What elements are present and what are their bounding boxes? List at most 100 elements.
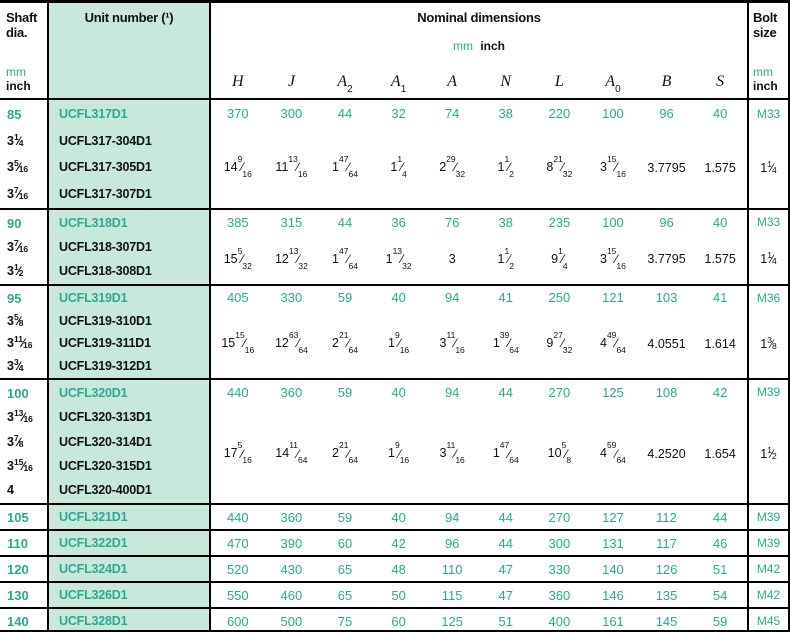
mm-value: 300 — [548, 535, 571, 551]
mm-value: 32 — [391, 106, 406, 121]
shaft-dia-inch-value: 3 13 ⁄ 16 — [7, 408, 33, 425]
shaft-dia-inch-value: 3 5 ⁄ 8 — [7, 311, 24, 328]
shaft-dia-cell: 95 3 5 ⁄ 8 3 11 ⁄ 16 3 3 ⁄ 4 — [0, 286, 47, 378]
shaft-dia-mm-value: 100 — [7, 385, 29, 401]
mm-value: 110 — [441, 561, 463, 577]
inch-value: 311⁄16 — [439, 330, 465, 355]
bolt-size-mm-value: M39 — [747, 531, 788, 555]
mm-value: 47 — [498, 587, 513, 603]
inch-value: 1213⁄32 — [274, 246, 308, 271]
mm-value: 42 — [391, 535, 406, 551]
inch-value: 311⁄16 — [439, 440, 465, 466]
mm-value: 100 — [602, 214, 624, 230]
inch-value: 3.7795 — [647, 252, 686, 267]
shaft-dia-mm-value: 120 — [7, 561, 29, 577]
shaft-mm-label: mm — [6, 65, 26, 79]
table-block-row: 90 3 7 ⁄ 16 3 1 ⁄ 2 UCFL318D1 UCFL318-307D1 UCFL318… — [0, 208, 788, 284]
mm-value: 430 — [280, 561, 303, 577]
shaft-dia-cell: 85 3 1 ⁄ 4 3 5 ⁄ 16 3 7 ⁄ 16 — [0, 100, 47, 208]
mm-value: 44 — [498, 535, 513, 551]
mm-value: 59 — [337, 384, 353, 400]
col-letter-A: A — [447, 72, 458, 90]
shaft-dia-inch-value: 4 — [7, 482, 14, 497]
mm-value: 250 — [548, 290, 571, 305]
mm-value: 220 — [548, 106, 571, 121]
mm-value: 40 — [712, 106, 728, 121]
inch-value: 147⁄64 — [332, 154, 358, 179]
mm-value: 59 — [337, 509, 353, 525]
inch-value: 221⁄64 — [332, 440, 358, 466]
dims-mm-label: mm — [452, 39, 473, 53]
unit-number-cell: UCFL317D1 UCFL317-304D1 UCFL317-305D1 UCFL3… — [47, 100, 211, 208]
mm-value: 51 — [498, 613, 513, 629]
table-row: 105 UCFL321D1 440 360 59 40 94 44 270 127 112 44 M39 — [0, 503, 788, 529]
mm-values-row: 385 315 44 36 76 38 235 100 96 40 — [211, 210, 747, 235]
mm-value: 370 — [226, 106, 249, 121]
mm-value: 46 — [712, 535, 728, 551]
mm-value: 330 — [280, 290, 303, 305]
unit-number-primary: UCFL321D1 — [47, 505, 211, 529]
mm-values-row: 405 330 59 40 94 41 250 121 103 41 — [211, 286, 747, 309]
unit-number: UCFL319-311D1 — [59, 336, 151, 351]
inch-value: 105⁄8 — [547, 440, 572, 466]
table-row: 110 UCFL322D1 470 390 60 42 96 44 300 131 117 46 M39 — [0, 529, 788, 555]
inch-value: 11⁄2 — [497, 246, 514, 271]
inch-value: 4.0551 — [647, 336, 686, 351]
inch-value: 449⁄64 — [600, 330, 626, 355]
shaft-dia-mm-value: 110 — [7, 535, 28, 551]
bolt-size-mm-value: M45 — [747, 609, 788, 630]
mm-value: 390 — [280, 535, 303, 551]
shaft-dia-inch-value: 3 5 ⁄ 16 — [7, 158, 29, 175]
mm-value: 50 — [391, 587, 406, 603]
inch-value: 149⁄16 — [223, 154, 252, 179]
inch-value: 147⁄64 — [332, 246, 358, 271]
bolt-size-mm-value: M36 — [756, 290, 781, 305]
unit-number: UCFL320-313D1 — [59, 410, 152, 425]
col-letter-N: N — [500, 72, 512, 90]
shaft-dia-inch-value: 3 11 ⁄ 16 — [7, 334, 33, 351]
nominal-dimensions-header-cell: Nominal dimensions mm inch H J A2 A1 A N L A0 B S — [211, 3, 747, 98]
unit-number: UCFL319-312D1 — [59, 358, 152, 373]
inch-value: 1113⁄16 — [275, 154, 308, 179]
unit-number-title: Unit number (¹) — [84, 10, 174, 25]
inch-value: 1.654 — [704, 446, 736, 461]
mm-value: 270 — [548, 384, 571, 400]
mm-value: 76 — [444, 214, 460, 230]
unit-number: UCFL318-307D1 — [59, 240, 152, 254]
mm-value: 161 — [602, 613, 624, 629]
unit-number-primary: UCFL319D1 — [59, 291, 128, 306]
bolt-size-inch-value: 1 1 ⁄ 2 — [760, 444, 777, 461]
dims-inch-label: inch — [480, 39, 505, 53]
shaft-dia-inch-value: 3 15 ⁄ 16 — [7, 456, 33, 473]
dimension-letter-row: H J A2 A1 A N L A0 B S — [211, 73, 747, 98]
inch-value: 229⁄32 — [439, 154, 466, 179]
mm-value: 47 — [498, 561, 513, 577]
unit-number-cell: UCFL319D1 UCFL319-310D1 UCFL319-311D1 UCFL3… — [47, 286, 211, 378]
unit-number-primary: UCFL326D1 — [47, 583, 211, 607]
mm-value: 44 — [337, 106, 353, 121]
mm-value: 48 — [391, 561, 406, 577]
shaft-dia-header-cell: Shaft dia. mm inch — [0, 3, 47, 98]
mm-value: 94 — [444, 509, 460, 525]
mm-value: 400 — [548, 613, 571, 629]
shaft-inch-label: inch — [6, 79, 31, 93]
mm-value: 135 — [655, 587, 678, 603]
mm-value: 115 — [441, 587, 463, 603]
mm-value: 146 — [602, 587, 624, 603]
shaft-dia-title-line2: dia. — [6, 25, 28, 40]
inch-values-row: 175⁄16 1411⁄64 221⁄64 19⁄16 311⁄16 147⁄64 105⁄… — [211, 405, 747, 503]
shaft-dia-mm-value: 130 — [7, 587, 29, 603]
unit-number-primary: UCFL320D1 — [59, 386, 128, 401]
bolt-size-mm-value: M39 — [756, 385, 781, 400]
mm-value: 126 — [655, 561, 678, 577]
mm-value: 550 — [226, 587, 249, 603]
mm-value: 38 — [498, 214, 513, 230]
block-rows-container: 85 3 1 ⁄ 4 3 5 ⁄ 16 3 7 ⁄ 16 UCFL317D1 UCFL317-304D1 UC… — [0, 100, 788, 503]
unit-number: UCFL320-314D1 — [59, 434, 152, 449]
inch-value: 3 — [448, 252, 456, 267]
shaft-dia-mm-value: 90 — [7, 215, 22, 231]
shaft-dia-cell: 90 3 7 ⁄ 16 3 1 ⁄ 2 — [0, 210, 47, 284]
unit-number-header-cell: Unit number (¹) — [47, 3, 211, 98]
bolt-size-mm-value: M42 — [747, 557, 788, 581]
shaft-dia-mm-value: 85 — [7, 106, 22, 122]
